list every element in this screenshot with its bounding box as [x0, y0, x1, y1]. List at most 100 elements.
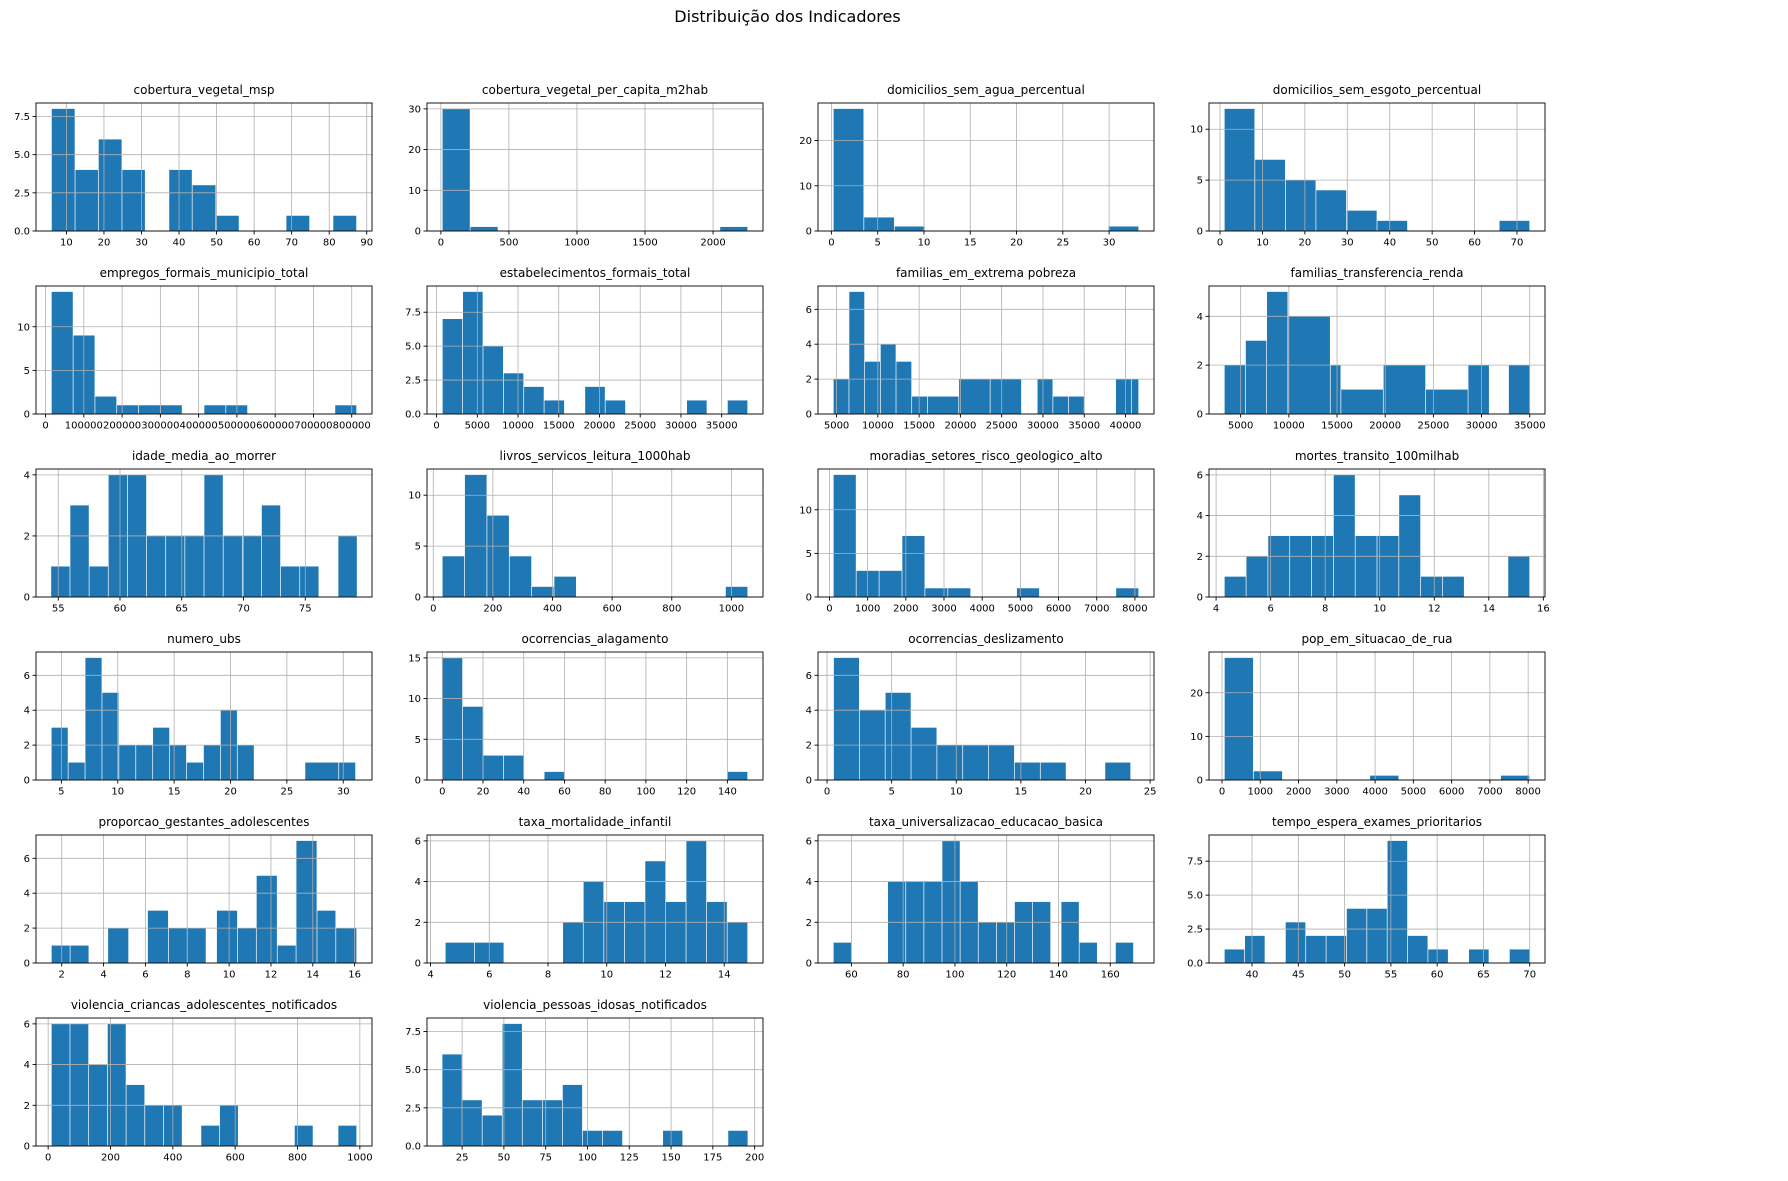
x-tick-label: 20	[1010, 238, 1023, 249]
x-tick-label: 800	[288, 1153, 307, 1164]
subplot-domicilios_sem_esgoto_percentual: domicilios_sem_esgoto_percentual 0 10 20 30 4…	[1173, 82, 1564, 265]
y-tick-label: 0	[1197, 776, 1203, 787]
x-tick-label: 200	[101, 1153, 120, 1164]
histogram-familias_transferencia_renda: 5000 10000 15000 20000 25000 30000 35000 0 2 4	[1197, 285, 1546, 432]
histogram-mortes_transito_100milhab: 4 6 8 10 12 14 16 0 2 4 6	[1197, 468, 1550, 615]
histogram-domicilios_sem_esgoto_percentual: 0 10 20 30 40 50 60 70 0 5 10	[1190, 102, 1546, 249]
x-tick-label: 10000	[1273, 421, 1305, 432]
subplot-mortes_transito_100milhab: mortes_transito_100milhab 4 6 8 10 12 14 16 0 2 4 6	[1173, 448, 1564, 631]
x-tick-label: 5000	[1401, 787, 1426, 798]
x-tick-label: 30	[135, 238, 148, 249]
subplot-title: familias_em_extrema pobreza	[895, 266, 1077, 280]
subplot-moradias_setores_risco_geologico_alto: moradias_setores_risco_geologico_alto 0 10…	[782, 448, 1173, 631]
subplot-title: proporcao_gestantes_adolescentes	[98, 815, 310, 829]
histogram-cobertura_vegetal_msp: 10 20 30 40 50 60 70 80 90 0.0 2.5 5.0 7.5	[14, 102, 373, 249]
x-tick-label: 60	[114, 604, 127, 615]
x-tick-label: 40	[173, 238, 186, 249]
x-tick-label: 30000	[1027, 421, 1059, 432]
y-tick-label: 0	[806, 776, 812, 787]
x-tick-label: 60	[1468, 238, 1481, 249]
x-tick-label: 150	[662, 1153, 681, 1164]
y-tick-label: 0.0	[14, 227, 30, 238]
figure-suptitle: Distribuição dos Indicadores	[674, 7, 901, 26]
y-tick-label: 10	[1190, 125, 1203, 136]
x-tick-label: 5	[888, 787, 894, 798]
x-tick-label: 500000	[218, 421, 256, 432]
y-tick-label: 4	[24, 1060, 30, 1071]
x-tick-label: 65	[175, 604, 188, 615]
x-tick-label: 80	[897, 970, 910, 981]
subplot-ocorrencias_deslizamento: ocorrencias_deslizamento 0 5 10 15 20 25 0 2 4 6	[782, 631, 1173, 814]
y-tick-label: 0	[415, 959, 421, 970]
x-tick-label: 8	[545, 970, 551, 981]
y-tick-label: 7.5	[14, 112, 30, 123]
x-tick-label: 55	[52, 604, 65, 615]
x-tick-label: 80	[323, 238, 336, 249]
x-tick-label: 5000	[824, 421, 849, 432]
subplot-title: empregos_formais_municipio_total	[99, 266, 309, 280]
x-tick-label: 200	[745, 1153, 764, 1164]
histogram-moradias_setores_risco_geologico_alto: 0 1000 2000 3000 4000 5000 6000 7000 8000 0 5 10	[799, 468, 1155, 615]
subplot-estabelecimentos_formais_total: estabelecimentos_formais_total 0 5000 10000…	[391, 265, 782, 448]
subplot-taxa_universalizacao_educacao_basica: taxa_universalizacao_educacao_basica 60 80…	[782, 814, 1173, 997]
x-tick-label: 15000	[903, 421, 935, 432]
x-tick-label: 175	[703, 1153, 722, 1164]
x-tick-label: 10	[60, 238, 73, 249]
x-tick-label: 4	[427, 970, 433, 981]
x-tick-label: 1000	[564, 238, 589, 249]
x-tick-label: 14	[718, 970, 731, 981]
x-tick-label: 50	[498, 1153, 511, 1164]
y-tick-label: 6	[24, 1019, 30, 1030]
x-tick-label: 25	[1056, 238, 1069, 249]
x-tick-label: 20000	[945, 421, 977, 432]
y-tick-label: 0	[24, 1142, 30, 1153]
y-tick-label: 0	[24, 410, 30, 421]
subplot-title: taxa_mortalidade_infantil	[518, 815, 672, 829]
y-tick-label: 7.5	[1187, 857, 1203, 868]
y-tick-label: 2	[806, 375, 812, 386]
y-tick-label: 4	[1197, 312, 1203, 323]
y-tick-label: 5.0	[14, 150, 30, 161]
x-tick-label: 20000	[584, 421, 616, 432]
x-tick-label: 10	[1373, 604, 1386, 615]
y-tick-label: 7.5	[405, 1027, 421, 1038]
x-tick-label: 75	[539, 1153, 552, 1164]
x-tick-label: 90	[360, 238, 373, 249]
subplot-title: domicilios_sem_agua_percentual	[887, 83, 1085, 97]
y-tick-label: 6	[1197, 470, 1203, 481]
x-tick-label: 0	[828, 238, 834, 249]
x-tick-label: 12	[1428, 604, 1441, 615]
x-tick-label: 65	[1477, 970, 1490, 981]
histogram-cobertura_vegetal_per_capita_m2hab: 0 500 1000 1500 2000 0 10 20 30	[408, 102, 764, 249]
subplot-title: idade_media_ao_morrer	[131, 449, 277, 463]
x-tick-label: 160	[1101, 970, 1120, 981]
subplot-pop_em_situacao_de_rua: pop_em_situacao_de_rua 0 1000 2000 3000 4000 5…	[1173, 631, 1564, 814]
x-tick-label: 14	[306, 970, 319, 981]
x-tick-label: 2000	[893, 604, 918, 615]
subplot-title: pop_em_situacao_de_rua	[1301, 632, 1453, 646]
histogram-pop_em_situacao_de_rua: 0 1000 2000 3000 4000 5000 6000 7000 8000 0 10 20	[1190, 651, 1546, 798]
x-tick-label: 5000	[465, 421, 490, 432]
y-tick-label: 2	[24, 1101, 30, 1112]
subplot-title: numero_ubs	[167, 632, 241, 646]
x-tick-label: 30	[337, 787, 350, 798]
x-tick-label: 3000	[931, 604, 956, 615]
x-tick-label: 16	[1537, 604, 1550, 615]
x-tick-label: 30000	[1466, 421, 1498, 432]
x-tick-label: 40	[1246, 970, 1259, 981]
x-tick-label: 15000	[543, 421, 575, 432]
y-tick-label: 10	[17, 322, 30, 333]
subplot-title: livros_servicos_leitura_1000hab	[499, 449, 691, 463]
x-tick-label: 70	[285, 238, 298, 249]
y-tick-label: 20	[1190, 688, 1203, 699]
subplot-familias_transferencia_renda: familias_transferencia_renda 5000 10000 150…	[1173, 265, 1564, 448]
x-tick-label: 2000	[700, 238, 725, 249]
x-tick-label: 45	[1292, 970, 1305, 981]
subplot-title: mortes_transito_100milhab	[1294, 449, 1460, 463]
y-tick-label: 4	[24, 889, 30, 900]
x-tick-label: 0	[826, 604, 832, 615]
x-tick-label: 1000	[1248, 787, 1273, 798]
x-tick-label: 15	[1015, 787, 1028, 798]
x-tick-label: 16	[348, 970, 361, 981]
subplot-familias_em_extrema pobreza: familias_em_extrema pobreza 5000 10000 1500…	[782, 265, 1173, 448]
